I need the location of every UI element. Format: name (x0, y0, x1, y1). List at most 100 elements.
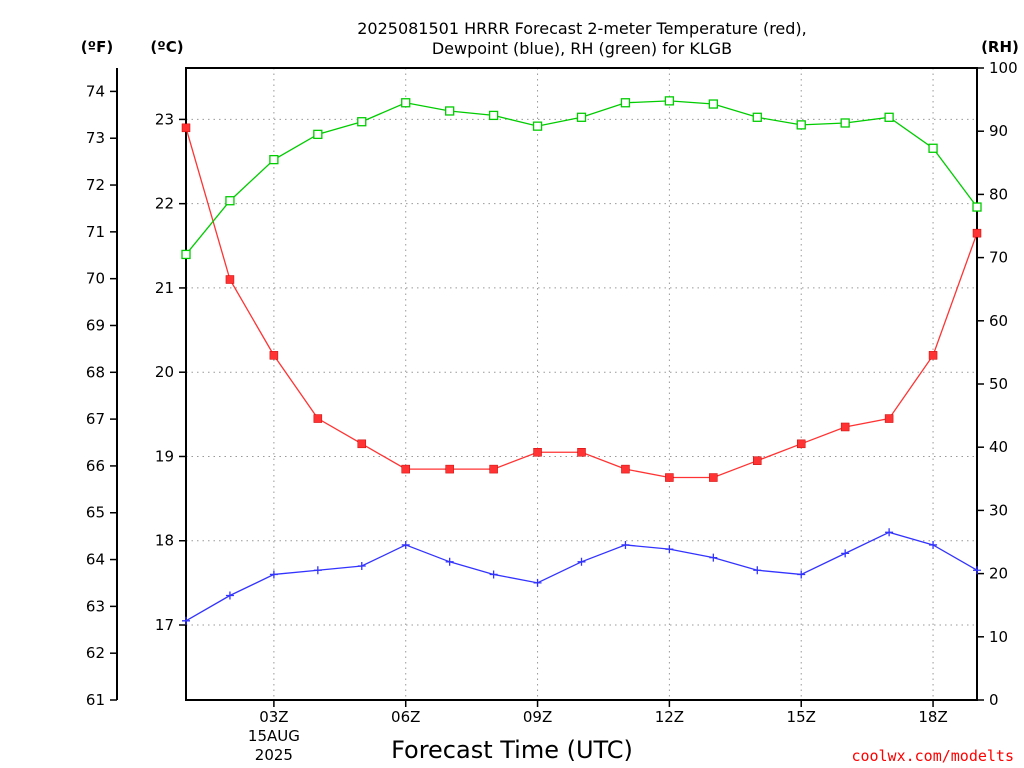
temperature-point (972, 228, 982, 238)
dewpoint-point (577, 557, 586, 566)
dewpoint-point (445, 557, 454, 566)
x-tick-label: 15Z (787, 708, 816, 726)
fahrenheit-tick-label: 66 (86, 457, 105, 475)
rh-tick-label: 70 (989, 249, 1008, 267)
temperature-point (840, 422, 850, 432)
rh-line (185, 100, 978, 255)
celsius-tick-label: 22 (155, 195, 174, 213)
rh-point (357, 117, 367, 127)
temperature-point (313, 414, 323, 423)
rh-tick-label: 100 (989, 59, 1018, 77)
rh-tick-label: 30 (989, 501, 1008, 519)
temperature-point (357, 439, 367, 449)
dewpoint-point (225, 591, 234, 600)
rh-point (401, 98, 411, 108)
dewpoint-point (973, 566, 981, 575)
fahrenheit-axis-label: (ºF) (81, 38, 113, 56)
dewpoint-point (533, 578, 542, 587)
rh-tick-label: 40 (989, 438, 1008, 456)
temperature-point (884, 414, 894, 423)
fahrenheit-tick-label: 62 (86, 644, 105, 662)
fahrenheit-tick-label: 61 (86, 691, 105, 709)
temperature-point (665, 473, 674, 482)
fahrenheit-tick-label: 71 (86, 223, 105, 241)
celsius-tick-label: 19 (155, 447, 174, 465)
dewpoint-point (269, 570, 278, 579)
data-series (181, 96, 982, 625)
axes (110, 67, 984, 707)
fahrenheit-tick-label: 69 (86, 316, 105, 334)
chart-title-line-1: 2025081501 HRRR Forecast 2-meter Tempera… (357, 19, 807, 38)
x-axis-label: Forecast Time (UTC) (391, 736, 633, 764)
rh-point (576, 112, 587, 122)
x-tick-label: 06Z (391, 708, 420, 726)
dewpoint-point (182, 616, 190, 625)
dewpoint-point (709, 553, 718, 562)
rh-tick-label: 50 (989, 375, 1008, 393)
dewpoint-point (357, 562, 366, 571)
dewpoint-line (185, 531, 978, 622)
rh-point (972, 202, 982, 212)
x-tick-label: 09Z (523, 708, 552, 726)
celsius-tick-label: 21 (155, 279, 174, 297)
rh-point (708, 99, 718, 109)
dewpoint-point (841, 549, 850, 558)
dewpoint-point (753, 566, 762, 575)
rh-tick-label: 90 (989, 122, 1008, 140)
fahrenheit-tick-label: 70 (86, 270, 105, 288)
dewpoint-point (489, 570, 498, 579)
dewpoint-point (313, 566, 322, 575)
rh-tick-label: 80 (989, 185, 1008, 203)
celsius-tick-label: 17 (155, 616, 174, 634)
temperature-point (928, 351, 938, 360)
temperature-point (181, 123, 191, 133)
temperature-point (225, 275, 235, 284)
rh-point (796, 120, 806, 130)
fahrenheit-tick-label: 73 (86, 129, 105, 147)
temperature-point (577, 448, 586, 457)
x-tick-label: 12Z (655, 708, 684, 726)
plot-frame (185, 67, 978, 701)
fahrenheit-tick-label: 63 (86, 597, 105, 615)
rh-tick-label: 0 (989, 691, 999, 709)
x-tick-label: 03Z (259, 708, 288, 726)
rh-tick-label: 20 (989, 565, 1008, 583)
rh-tick-label: 10 (989, 628, 1008, 646)
fahrenheit-tick-label: 65 (86, 504, 105, 522)
celsius-axis-label: (ºC) (150, 38, 183, 56)
temperature-point (621, 464, 630, 474)
fahrenheit-tick-label: 68 (86, 363, 105, 381)
rh-point (313, 129, 323, 140)
chart-title-line-2: Dewpoint (blue), RH (green) for KLGB (432, 39, 732, 58)
dewpoint-point (665, 545, 674, 554)
fahrenheit-tick-label: 72 (86, 176, 105, 194)
x-tick-date: 15AUG (248, 727, 300, 745)
rh-axis-label: (RH) (981, 38, 1019, 56)
temperature-line (185, 127, 978, 479)
temperature-point (796, 439, 806, 449)
rh-tick-label: 60 (989, 312, 1008, 330)
rh-point (225, 196, 235, 206)
x-tick-label: 18Z (918, 708, 947, 726)
celsius-tick-label: 20 (155, 363, 174, 381)
grid-lines (186, 68, 977, 700)
temperature-point (533, 448, 542, 457)
rh-point (488, 110, 499, 121)
dewpoint-point (621, 540, 630, 549)
credit-text: coolwx.com/modelts (851, 747, 1014, 765)
rh-point (928, 143, 938, 153)
rh-point (620, 98, 631, 108)
temperature-point (753, 456, 762, 465)
temperature-point (269, 351, 279, 360)
fahrenheit-tick-label: 64 (86, 551, 105, 569)
temperature-point (489, 464, 498, 474)
rh-point (269, 154, 279, 165)
rh-point (840, 118, 850, 128)
temperature-point (709, 473, 718, 482)
dewpoint-point (401, 540, 410, 549)
rh-point (181, 249, 191, 260)
tick-labels: 61 62 63 64 65 66 67 68 69 70 71 72 73 74 17 18 19 20 21 22… (86, 59, 1018, 764)
dewpoint-point (885, 528, 894, 537)
rh-point (884, 112, 894, 122)
